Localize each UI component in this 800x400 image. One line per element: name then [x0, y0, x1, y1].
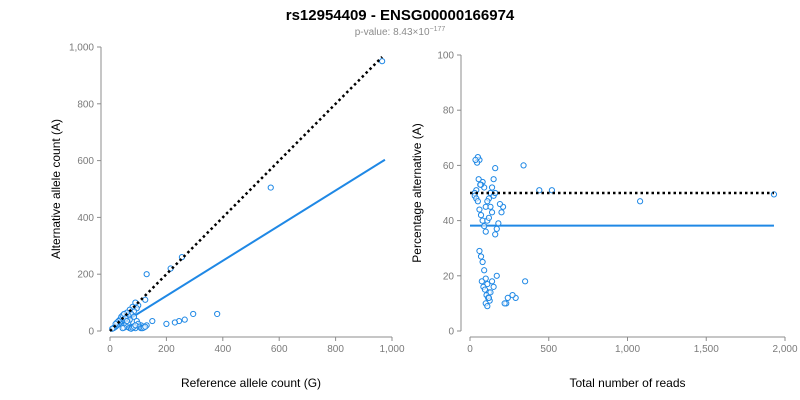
- x-axis-title: Total number of reads: [569, 376, 685, 390]
- data-point: [490, 283, 497, 290]
- data-point: [493, 225, 500, 232]
- chart-title: rs12954409 - ENSG00000166974: [286, 7, 515, 24]
- data-point: [492, 231, 499, 238]
- x-tick-label: 200: [158, 344, 175, 355]
- data-point: [474, 198, 481, 205]
- data-point: [477, 211, 485, 219]
- y-tick-label: 100: [437, 51, 454, 62]
- scatter-panel-allele-counts: 0 200 400 600 800 1,000 0 200 400 600 800 1,000 Refe…: [49, 43, 405, 391]
- data-point: [477, 253, 485, 260]
- data-point: [485, 294, 492, 301]
- data-point: [482, 228, 489, 235]
- data-point: [475, 176, 482, 183]
- reference-line: [109, 56, 384, 332]
- data-point: [487, 289, 494, 296]
- data-point: [490, 176, 497, 183]
- y-tick-label: 20: [443, 271, 455, 282]
- data-point: [481, 267, 488, 274]
- fit-line: [109, 158, 386, 332]
- y-tick-label: 40: [443, 216, 455, 227]
- y-tick-label: 1,000: [69, 43, 94, 54]
- data-point: [548, 187, 556, 194]
- data-point: [536, 187, 543, 194]
- x-tick-label: 1,000: [379, 344, 404, 355]
- data-point: [476, 206, 483, 213]
- data-point: [481, 286, 489, 293]
- y-tick-label: 0: [88, 327, 94, 338]
- data-point: [481, 223, 488, 230]
- data-point: [504, 294, 511, 301]
- data-point: [479, 258, 486, 266]
- y-axis-title: Alternative allele count (A): [49, 119, 63, 259]
- x-tick-label: 400: [214, 344, 231, 355]
- data-point: [496, 200, 504, 208]
- data-point: [476, 247, 483, 255]
- data-point: [501, 300, 508, 307]
- x-tick-label: 600: [271, 344, 288, 355]
- data-point: [478, 278, 485, 285]
- data-point: [637, 198, 644, 205]
- data-point: [163, 320, 170, 327]
- scatter-panel-percentage: 0 500 1,000 1,500 2,000 0 20 40 60 80 100 Total num…: [410, 51, 798, 391]
- pvalue-prefix: p-value: 8.43×10: [355, 27, 430, 38]
- data-point: [520, 162, 527, 169]
- data-point: [484, 198, 491, 205]
- data-point: [142, 323, 149, 330]
- y-tick-label: 400: [77, 213, 94, 224]
- data-point: [143, 271, 150, 278]
- chart-subtitle: p-value: 8.43×10−177: [355, 26, 446, 38]
- data-point: [472, 156, 479, 163]
- data-point: [509, 292, 516, 299]
- data-point: [487, 203, 494, 210]
- y-tick-label: 60: [443, 161, 455, 172]
- data-point: [132, 322, 139, 329]
- data-point: [498, 209, 505, 216]
- y-tick-label: 200: [77, 270, 94, 281]
- x-axis-title: Reference allele count (G): [181, 376, 321, 390]
- y-tick-label: 600: [77, 156, 94, 167]
- x-tick-label: 500: [540, 344, 557, 355]
- data-point: [485, 214, 492, 221]
- data-point: [123, 317, 131, 325]
- data-point: [267, 184, 274, 191]
- data-point: [493, 272, 500, 279]
- data-point: [488, 209, 496, 216]
- data-point: [171, 319, 178, 326]
- y-tick-label: 800: [77, 99, 94, 110]
- data-point: [495, 220, 502, 227]
- y-axis-title: Percentage alternative (A): [410, 123, 424, 262]
- x-tick-label: 800: [327, 344, 344, 355]
- y-tick-label: 0: [448, 327, 454, 338]
- data-point: [379, 58, 386, 65]
- x-tick-label: 1,000: [615, 344, 640, 355]
- data-point: [522, 278, 529, 285]
- data-point: [492, 165, 499, 172]
- data-point: [488, 278, 496, 285]
- data-point: [181, 316, 188, 323]
- y-tick-label: 80: [443, 106, 455, 117]
- data-point: [488, 184, 496, 191]
- data-point: [149, 317, 156, 325]
- x-tick-label: 2,000: [772, 344, 797, 355]
- data-point: [119, 325, 126, 332]
- x-tick-label: 1,500: [694, 344, 719, 355]
- x-tick-label: 0: [107, 344, 113, 355]
- data-point: [214, 310, 221, 318]
- data-point: [477, 181, 484, 188]
- x-tick-label: 0: [467, 344, 473, 355]
- data-point: [484, 303, 491, 310]
- data-point: [142, 296, 149, 303]
- data-point: [190, 310, 197, 318]
- data-point: [130, 313, 138, 320]
- pvalue-exponent: −177: [430, 26, 446, 33]
